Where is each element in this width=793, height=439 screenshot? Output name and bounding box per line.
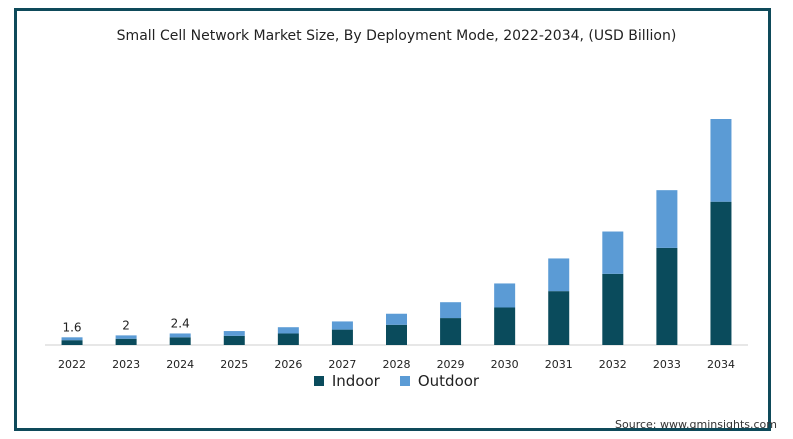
bar-outdoor-2023 bbox=[115, 335, 137, 339]
chart-title: Small Cell Network Market Size, By Deplo… bbox=[116, 28, 677, 44]
legend-item-outdoor: Outdoor bbox=[399, 372, 480, 390]
x-tick-label-2032: 2032 bbox=[599, 358, 627, 371]
bar-outdoor-2030 bbox=[494, 283, 516, 308]
x-tick-label-2033: 2033 bbox=[653, 358, 681, 371]
x-tick-label-2029: 2029 bbox=[437, 358, 465, 371]
bar-outdoor-2024 bbox=[169, 333, 191, 338]
bar-outdoor-2022 bbox=[61, 337, 83, 341]
x-tick-label-2031: 2031 bbox=[545, 358, 573, 371]
x-tick-label-2027: 2027 bbox=[328, 358, 356, 371]
legend-swatch-outdoor bbox=[399, 376, 410, 386]
source-note: Source: www.gminsights.com bbox=[615, 418, 777, 431]
bar-outdoor-2032 bbox=[602, 231, 624, 274]
bar-outdoor-2027 bbox=[331, 321, 353, 330]
bar-indoor-2033 bbox=[656, 247, 678, 345]
chart-legend: Indoor Outdoor bbox=[0, 372, 793, 390]
x-tick-label-2030: 2030 bbox=[491, 358, 519, 371]
data-label-2022: 1.6 bbox=[62, 320, 81, 334]
chart-frame bbox=[14, 8, 771, 431]
bar-indoor-2029 bbox=[440, 318, 462, 345]
bar-indoor-2032 bbox=[602, 273, 624, 345]
data-label-2023: 2 bbox=[122, 318, 130, 332]
bar-indoor-2022 bbox=[61, 340, 83, 345]
bar-outdoor-2026 bbox=[277, 327, 299, 334]
x-tick-label-2034: 2034 bbox=[707, 358, 735, 371]
x-tick-label-2024: 2024 bbox=[166, 358, 194, 371]
bar-indoor-2028 bbox=[386, 324, 407, 345]
x-tick-label-2026: 2026 bbox=[274, 358, 302, 371]
bar-indoor-2030 bbox=[494, 307, 516, 345]
legend-swatch-indoor bbox=[313, 376, 324, 386]
x-tick-label-2022: 2022 bbox=[58, 358, 86, 371]
bar-outdoor-2028 bbox=[386, 313, 407, 325]
x-tick-label-2023: 2023 bbox=[112, 358, 140, 371]
x-tick-label-2028: 2028 bbox=[383, 358, 411, 371]
bar-outdoor-2029 bbox=[440, 302, 462, 319]
bar-indoor-2024 bbox=[169, 337, 191, 345]
bar-outdoor-2034 bbox=[710, 119, 732, 202]
bar-indoor-2027 bbox=[331, 329, 353, 345]
bar-indoor-2026 bbox=[277, 333, 299, 345]
bar-indoor-2025 bbox=[223, 335, 245, 345]
bar-indoor-2034 bbox=[710, 201, 732, 345]
bar-outdoor-2025 bbox=[223, 331, 245, 336]
bar-outdoor-2031 bbox=[548, 258, 570, 292]
data-label-2024: 2.4 bbox=[171, 316, 190, 330]
legend-label-indoor: Indoor bbox=[331, 372, 380, 390]
legend-label-outdoor: Outdoor bbox=[417, 372, 480, 390]
x-tick-label-2025: 2025 bbox=[220, 358, 248, 371]
bar-outdoor-2033 bbox=[656, 190, 678, 248]
bar-indoor-2031 bbox=[548, 291, 570, 345]
bar-indoor-2023 bbox=[115, 338, 137, 345]
legend-item-indoor: Indoor bbox=[313, 372, 380, 390]
